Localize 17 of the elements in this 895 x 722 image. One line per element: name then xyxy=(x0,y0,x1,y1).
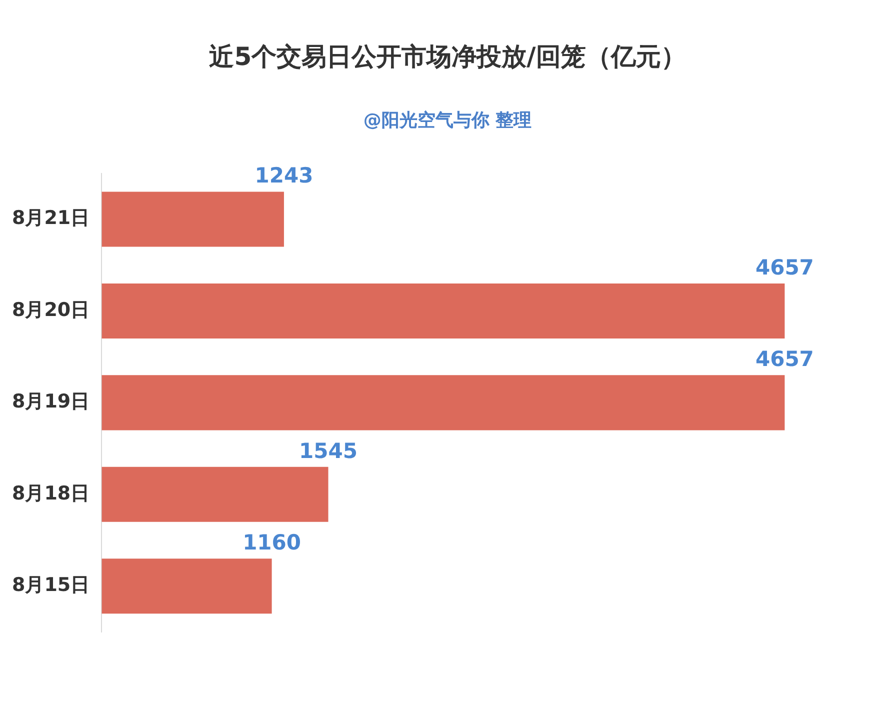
data-label: 4657 xyxy=(755,347,814,372)
y-tick-label: 8月15日 xyxy=(12,574,90,596)
bar xyxy=(102,558,272,614)
data-label: 1160 xyxy=(242,530,302,555)
y-tick-label: 8月20日 xyxy=(12,298,90,321)
data-label: 1545 xyxy=(299,438,358,463)
data-label: 4657 xyxy=(755,255,814,280)
bar xyxy=(102,466,328,522)
chart-title: 近5个交易日公开市场净投放/回笼（亿元） xyxy=(208,41,687,73)
bar xyxy=(102,375,785,430)
data-label: 1243 xyxy=(254,164,314,188)
y-tick-label: 8月18日 xyxy=(12,482,90,504)
bar xyxy=(102,283,785,338)
chart-subtitle: @阳光空气与你 整理 xyxy=(362,109,533,132)
y-tick-label: 8月19日 xyxy=(12,390,90,413)
bar xyxy=(102,192,284,247)
y-tick-label: 8月21日 xyxy=(12,207,90,230)
